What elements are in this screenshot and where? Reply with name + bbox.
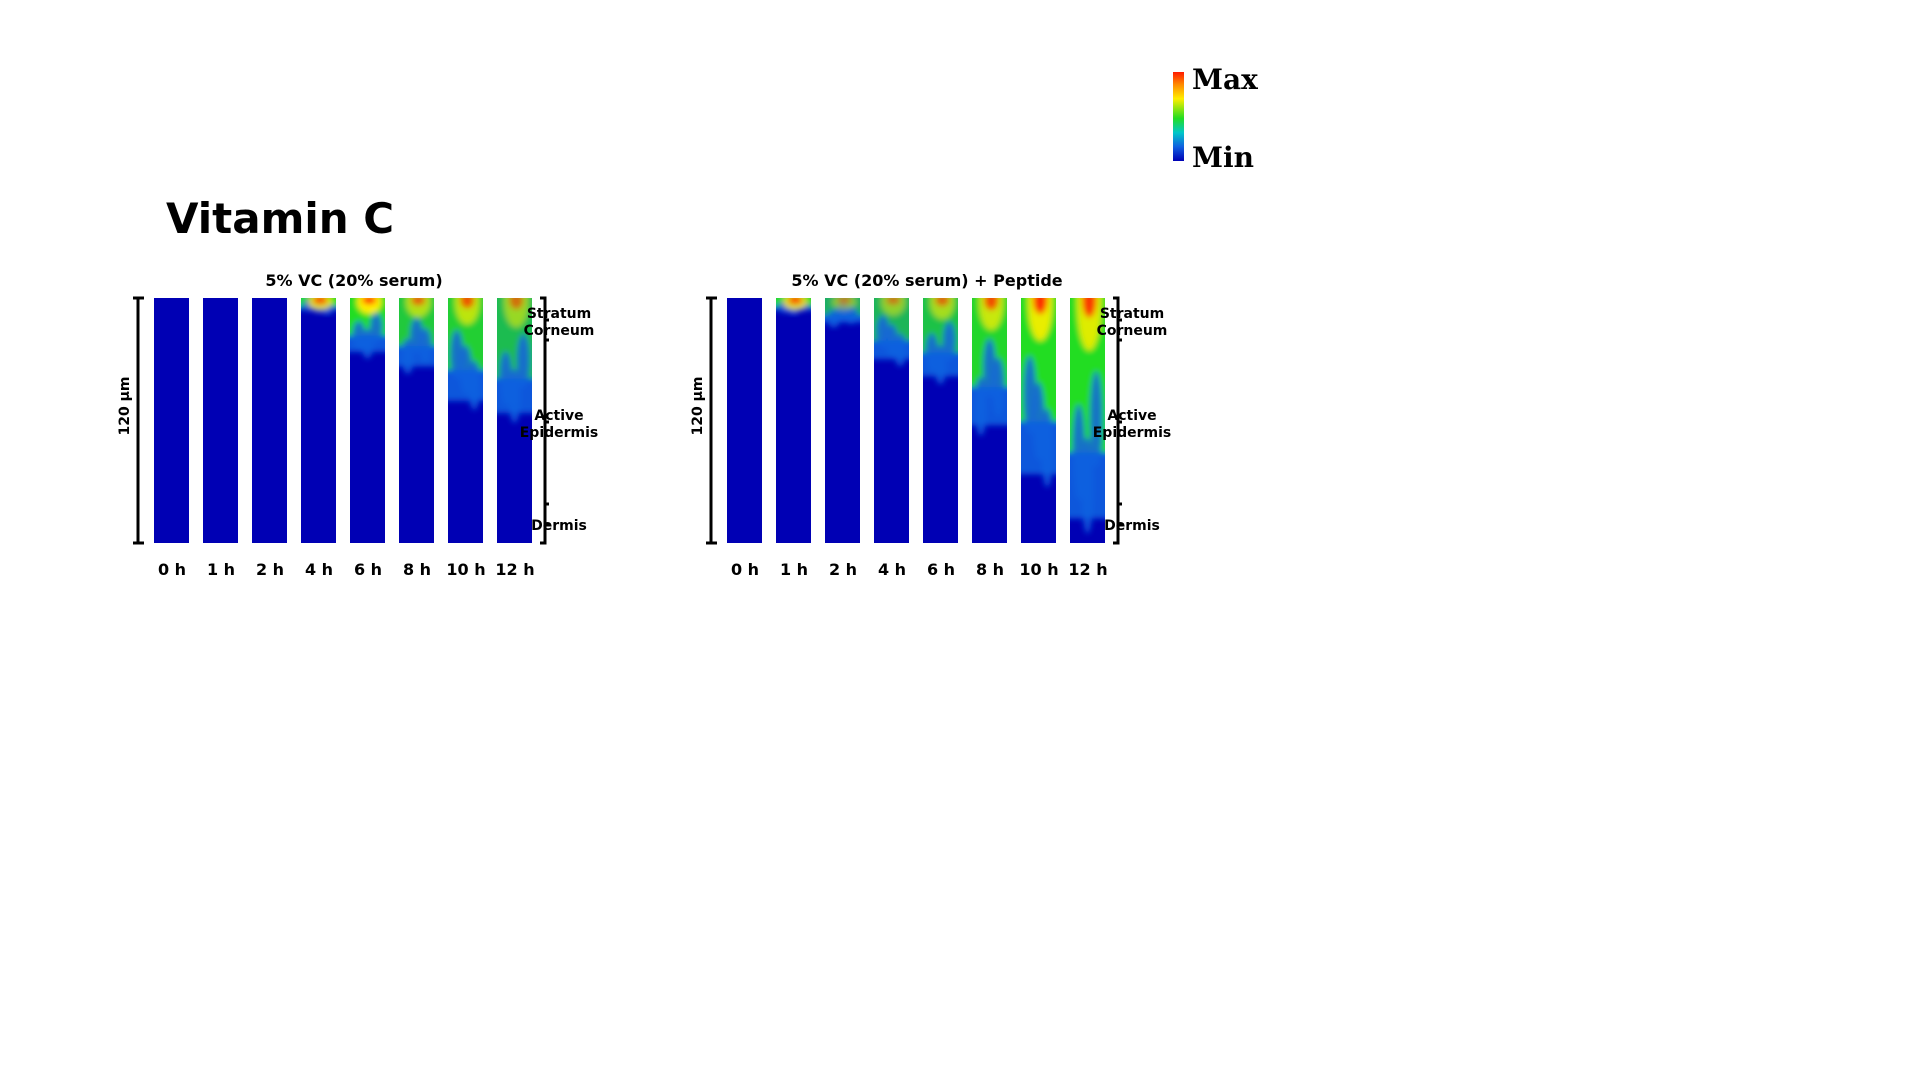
column-label: 8 h (975, 560, 1005, 579)
heatmap-svg (706, 296, 1122, 545)
column-label: 4 h (877, 560, 907, 579)
heatmap-strip (252, 298, 287, 543)
panel-title: 5% VC (20% serum) (265, 271, 443, 290)
column-label: 12 h (1068, 560, 1108, 579)
page-title: Vitamin C (166, 194, 395, 243)
heatmap-strip (497, 298, 532, 543)
heatmap-strip (1070, 298, 1105, 543)
layer-label-active-epidermis: Active Epidermis (519, 408, 599, 441)
column-label: 6 h (353, 560, 383, 579)
column-label: 1 h (206, 560, 236, 579)
color-legend: Max Min (1173, 66, 1293, 174)
heatmap-strip (350, 298, 385, 543)
heatmap-strip (727, 298, 762, 543)
heatmap-panel-vc-peptide: 5% VC (20% serum) + Peptide 120 µm Strat… (690, 268, 1237, 588)
heatmap-panel-vc: 5% VC (20% serum) 120 µm Stratum Corneum… (117, 268, 664, 588)
column-label: 4 h (304, 560, 334, 579)
column-label: 8 h (402, 560, 432, 579)
heatmap-strip (972, 298, 1007, 543)
column-label: 2 h (828, 560, 858, 579)
layer-bracket (1113, 296, 1122, 545)
layer-label-dermis: Dermis (1104, 518, 1160, 534)
heatmap-svg (133, 296, 549, 545)
column-label: 12 h (495, 560, 535, 579)
y-axis-bracket (706, 296, 717, 545)
layer-bracket (540, 296, 549, 545)
heatmap-strip (399, 298, 434, 543)
heatmap-strip (776, 298, 811, 543)
heatmap-strip (874, 298, 909, 543)
column-label: 6 h (926, 560, 956, 579)
layer-label-active-epidermis: Active Epidermis (1092, 408, 1172, 441)
legend-max-label: Max (1192, 63, 1258, 96)
column-label: 0 h (157, 560, 187, 579)
heatmap-strip (154, 298, 189, 543)
y-axis-bracket (133, 296, 144, 545)
column-label: 0 h (730, 560, 760, 579)
legend-min-label: Min (1192, 141, 1254, 174)
layer-label-dermis: Dermis (531, 518, 587, 534)
column-label: 2 h (255, 560, 285, 579)
heatmap-strip (923, 298, 958, 543)
column-label: 1 h (779, 560, 809, 579)
heatmap-strip (203, 298, 238, 543)
heatmap-strip (448, 298, 483, 543)
layer-label-stratum-corneum: Stratum Corneum (523, 306, 595, 339)
column-label: 10 h (446, 560, 486, 579)
heatmap-strip (301, 298, 336, 543)
column-label: 10 h (1019, 560, 1059, 579)
layer-label-stratum-corneum: Stratum Corneum (1096, 306, 1168, 339)
heatmap-strip (1021, 298, 1056, 543)
panel-title: 5% VC (20% serum) + Peptide (791, 271, 1063, 290)
legend-colorbar (1173, 72, 1184, 161)
heatmap-strip (825, 298, 860, 543)
